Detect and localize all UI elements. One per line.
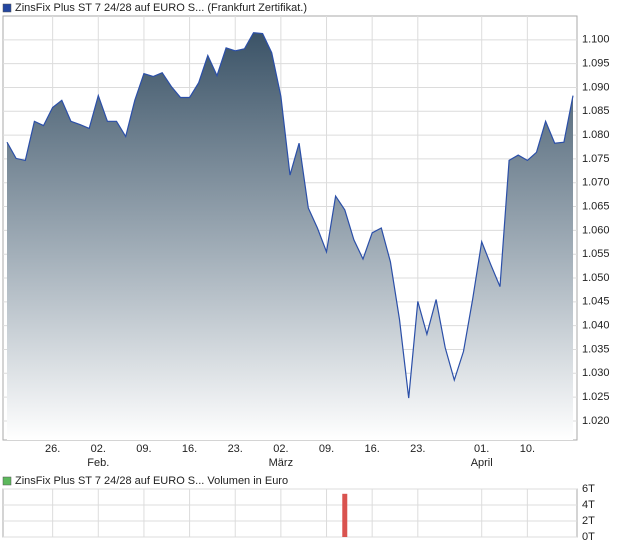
y-tick-label: 1.090 xyxy=(582,81,610,93)
y-tick-label: 1.035 xyxy=(582,343,610,355)
x-month-label: Feb. xyxy=(87,457,109,469)
y-tick-label: 1.070 xyxy=(582,177,610,189)
y-tick-label: 1.095 xyxy=(582,58,610,70)
plot-frame xyxy=(2,488,578,538)
y-tick-label: 1.060 xyxy=(582,224,610,236)
x-tick-label: 23. xyxy=(410,443,425,455)
y-tick-label: 1.075 xyxy=(582,153,610,165)
volume-bar xyxy=(342,493,348,537)
y-tick-label: 1.040 xyxy=(582,320,610,332)
y-tick-label: 4T xyxy=(582,499,595,511)
y-tick-label: 1.025 xyxy=(582,391,610,403)
legend-title: ZinsFix Plus ST 7 24/28 auf EURO S... (F… xyxy=(15,2,307,14)
x-tick-label: 09. xyxy=(136,443,151,455)
y-tick-label: 1.085 xyxy=(582,105,610,117)
x-tick-label: 09. xyxy=(319,443,334,455)
price-area xyxy=(7,32,573,440)
x-month-label: April xyxy=(471,457,493,469)
y-tick-label: 2T xyxy=(582,515,595,527)
x-tick-label: 26. xyxy=(45,443,60,455)
legend-title: ZinsFix Plus ST 7 24/28 auf EURO S... Vo… xyxy=(15,475,288,487)
y-tick-label: 0T xyxy=(582,531,595,543)
y-tick-label: 1.100 xyxy=(582,34,610,46)
y-tick-label: 1.080 xyxy=(582,129,610,141)
legend-swatch xyxy=(2,476,12,486)
x-tick-label: 02. xyxy=(91,443,106,455)
x-tick-label: 23. xyxy=(228,443,243,455)
y-tick-label: 1.045 xyxy=(582,296,610,308)
x-tick-label: 16. xyxy=(365,443,380,455)
y-tick-label: 1.030 xyxy=(582,367,610,379)
x-tick-label: 01. xyxy=(474,443,489,455)
y-tick-label: 6T xyxy=(582,483,595,495)
x-tick-label: 16. xyxy=(182,443,197,455)
y-tick-label: 1.020 xyxy=(582,415,610,427)
y-tick-label: 1.065 xyxy=(582,200,610,212)
x-month-label: März xyxy=(269,457,293,469)
y-tick-label: 1.055 xyxy=(582,248,610,260)
price-line xyxy=(6,32,574,399)
x-tick-label: 10. xyxy=(520,443,535,455)
x-tick-label: 02. xyxy=(273,443,288,455)
y-tick-label: 1.050 xyxy=(582,272,610,284)
legend-swatch xyxy=(2,3,12,13)
